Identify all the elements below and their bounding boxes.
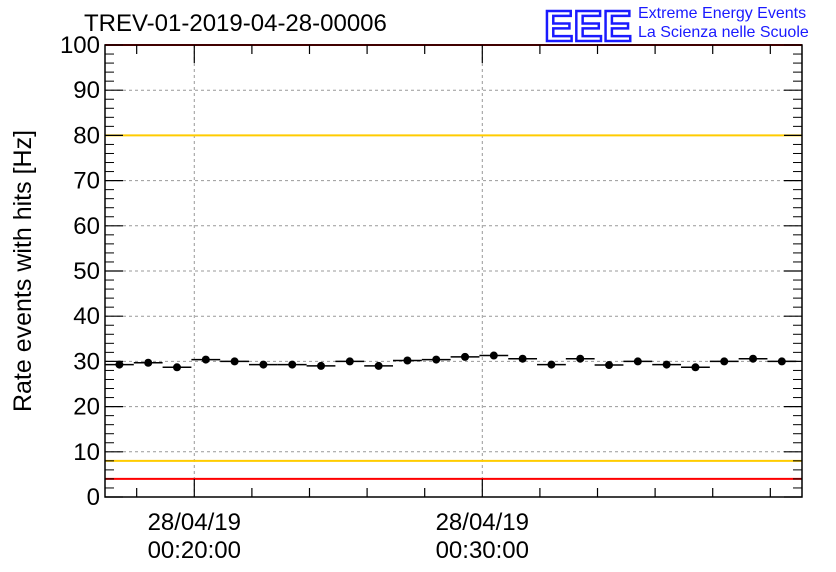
y-tick-label: 0 xyxy=(87,484,100,511)
data-point xyxy=(288,360,297,369)
logo-caption: Extreme Energy Events La Scienza nelle S… xyxy=(638,4,809,42)
axis-ticks xyxy=(105,44,802,498)
data-point xyxy=(173,363,182,372)
data-point xyxy=(230,357,239,366)
y-tick-label: 20 xyxy=(73,394,100,421)
grid-lines xyxy=(105,45,802,497)
y-tick-label: 10 xyxy=(73,439,100,466)
axis-labels: 010203040506070809010028/04/1900:20:0028… xyxy=(60,32,529,564)
reference-lines xyxy=(105,44,802,480)
data-point xyxy=(259,360,268,369)
data-point xyxy=(432,355,441,364)
data-point xyxy=(144,358,153,367)
y-tick-label: 40 xyxy=(73,303,100,330)
data-point xyxy=(374,361,383,370)
logo-line-1: Extreme Energy Events xyxy=(638,5,807,22)
logo-line-2: La Scienza nelle Scuole xyxy=(638,24,809,41)
data-point xyxy=(403,356,412,365)
x-tick-time-label: 00:20:00 xyxy=(148,537,241,564)
y-tick-label: 90 xyxy=(73,77,100,104)
data-points xyxy=(105,351,797,372)
data-point xyxy=(115,360,124,369)
data-point xyxy=(345,357,354,366)
y-axis-label: Rate events with hits [Hz] xyxy=(9,130,37,412)
data-point xyxy=(201,355,210,364)
chart-title: TREV-01-2019-04-28-00006 xyxy=(84,10,387,37)
data-point xyxy=(461,352,470,361)
data-point xyxy=(633,357,642,366)
data-point xyxy=(662,360,671,369)
data-point xyxy=(489,351,498,360)
x-tick-date-label: 28/04/19 xyxy=(436,509,529,536)
logo-glyph-text: EEE xyxy=(544,2,632,46)
data-point xyxy=(720,357,729,366)
y-tick-label: 100 xyxy=(60,32,100,59)
data-point xyxy=(691,363,700,372)
x-tick-time-label: 00:30:00 xyxy=(436,537,529,564)
data-point xyxy=(605,361,614,370)
y-tick-label: 50 xyxy=(73,258,100,285)
x-tick-date-label: 28/04/19 xyxy=(148,509,241,536)
data-point xyxy=(749,354,758,363)
data-point xyxy=(576,354,585,363)
y-tick-label: 60 xyxy=(73,213,100,240)
y-tick-label: 70 xyxy=(73,168,100,195)
eee-logo: EEE xyxy=(544,2,633,46)
y-tick-label: 80 xyxy=(73,122,100,149)
y-tick-label: 30 xyxy=(73,348,100,375)
data-point xyxy=(777,357,786,366)
data-point xyxy=(518,354,527,363)
data-point xyxy=(547,360,556,369)
data-point xyxy=(317,361,326,370)
